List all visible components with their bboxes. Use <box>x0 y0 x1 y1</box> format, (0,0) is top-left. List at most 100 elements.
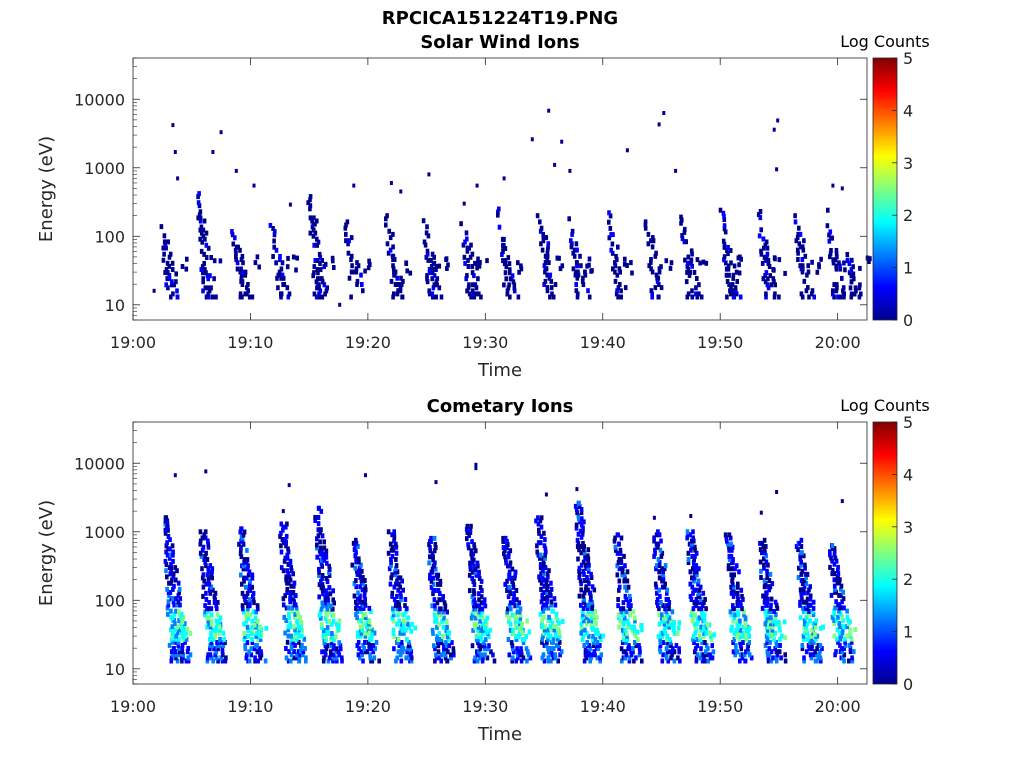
heatmap-cell <box>296 611 301 617</box>
heatmap-cell <box>288 599 292 605</box>
heatmap-cell <box>169 565 174 571</box>
heatmap-cell <box>556 658 560 664</box>
heatmap-cell <box>729 584 733 590</box>
heatmap-cell <box>209 612 214 618</box>
heatmap-cell <box>747 652 752 658</box>
heatmap-cell <box>207 581 212 587</box>
heatmap-cell <box>324 609 328 615</box>
heatmap-cell <box>818 643 823 648</box>
heatmap-cell <box>587 612 591 618</box>
heatmap-cell <box>210 566 215 572</box>
heatmap-cell <box>396 649 401 655</box>
heatmap-cell <box>297 658 301 664</box>
heatmap-cell <box>467 245 471 251</box>
heatmap-cell <box>389 557 393 562</box>
heatmap-cell <box>622 618 626 624</box>
heatmap-cell <box>574 288 579 294</box>
heatmap-cell <box>320 548 324 554</box>
heatmap-cell <box>539 225 544 231</box>
heatmap-cell <box>289 583 293 589</box>
heatmap-cell <box>315 542 319 548</box>
heatmap-cell <box>805 272 809 278</box>
heatmap-cell <box>547 614 551 620</box>
heatmap-cell <box>802 590 806 596</box>
heatmap-cell <box>657 612 661 618</box>
heatmap-cell <box>694 285 698 291</box>
heatmap-cell <box>199 553 204 559</box>
heatmap-cell <box>579 510 584 516</box>
colorbar-tick-label: 5 <box>903 49 913 68</box>
heatmap-cell <box>618 606 623 612</box>
heatmap-cell <box>657 294 661 300</box>
scatter-point <box>775 490 779 494</box>
heatmap-cell <box>315 536 319 542</box>
heatmap-cell <box>590 609 595 614</box>
heatmap-cell <box>431 554 435 560</box>
heatmap-cell <box>773 646 777 652</box>
heatmap-cell <box>471 291 476 297</box>
heatmap-cell <box>632 627 637 633</box>
heatmap-cell <box>587 262 591 268</box>
heatmap-cell <box>815 658 819 664</box>
heatmap-cell <box>664 609 668 615</box>
heatmap-cell <box>574 269 578 275</box>
heatmap-cell <box>543 552 547 558</box>
heatmap-cell <box>477 637 482 643</box>
heatmap-cell <box>536 521 541 527</box>
heatmap-cell <box>356 263 361 269</box>
heatmap-cell <box>167 273 172 279</box>
heatmap-cell <box>629 649 633 655</box>
heatmap-cell <box>426 257 430 263</box>
heatmap-cell <box>203 529 208 535</box>
heatmap-cell <box>545 247 550 253</box>
heatmap-cell <box>669 260 674 266</box>
heatmap-cell <box>350 562 355 568</box>
heatmap-cell <box>315 218 319 224</box>
heatmap-cell <box>421 218 426 224</box>
heatmap-cell <box>646 241 651 247</box>
heatmap-cell <box>174 577 178 583</box>
heatmap-cell <box>537 527 541 533</box>
heatmap-cell <box>476 652 480 658</box>
heatmap-cell <box>842 652 847 658</box>
heatmap-cell <box>368 624 373 630</box>
heatmap-cell <box>841 655 845 661</box>
heatmap-cell <box>679 214 683 220</box>
colorbar <box>872 421 898 685</box>
heatmap-cell <box>700 612 704 618</box>
scatter-point <box>171 123 175 128</box>
heatmap-cell <box>177 627 181 633</box>
heatmap-cell <box>658 643 663 649</box>
heatmap-cell <box>574 507 579 512</box>
y-axis-label: Energy (eV) <box>36 136 57 242</box>
heatmap-cell <box>798 556 802 562</box>
heatmap-cell <box>468 566 473 572</box>
heatmap-cell <box>613 535 617 541</box>
heatmap-cell <box>208 652 213 658</box>
heatmap-cell <box>524 646 529 652</box>
heatmap-cell <box>515 609 520 615</box>
heatmap-cell <box>662 640 666 645</box>
heatmap-cell <box>501 535 505 541</box>
heatmap-cell <box>576 272 581 278</box>
heatmap-cell <box>810 643 814 648</box>
heatmap-cell <box>658 646 662 652</box>
heatmap-cell <box>367 619 372 625</box>
heatmap-cell <box>197 191 201 197</box>
heatmap-cell <box>759 568 763 574</box>
plot-frame <box>132 421 868 685</box>
heatmap-cell <box>508 560 513 566</box>
heatmap-cell <box>617 557 622 562</box>
heatmap-cell <box>665 633 670 639</box>
heatmap-cell <box>471 551 476 557</box>
heatmap-cell <box>591 612 596 618</box>
heatmap-cell <box>638 649 642 655</box>
heatmap-cell <box>535 543 539 549</box>
heatmap-cell <box>579 624 584 630</box>
heatmap-cell <box>837 608 841 614</box>
heatmap-cell <box>771 624 775 630</box>
heatmap-cell <box>481 631 485 636</box>
heatmap-cell <box>246 563 250 569</box>
heatmap-cell <box>501 246 505 251</box>
heatmap-cell <box>168 546 172 552</box>
